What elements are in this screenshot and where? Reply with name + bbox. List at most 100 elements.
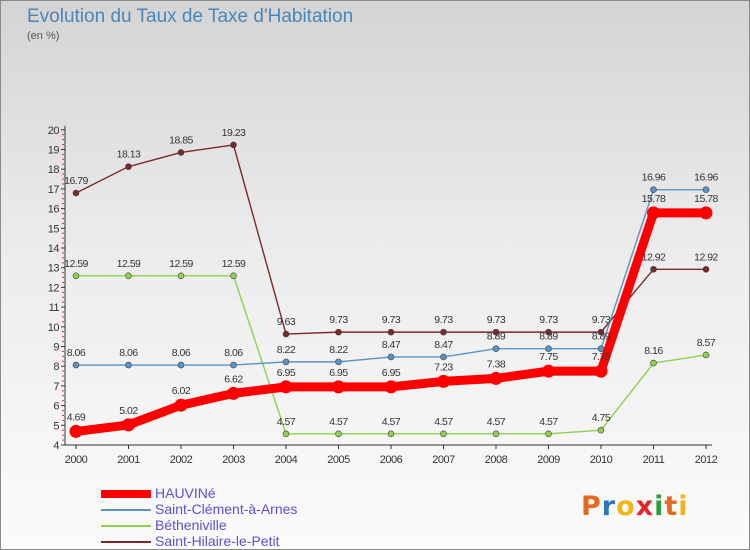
data-point	[230, 361, 237, 369]
data-label: 8.16	[644, 345, 663, 357]
data-point	[125, 163, 132, 170]
data-label: 9.63	[277, 316, 296, 328]
y-tick-label: 19	[48, 145, 60, 157]
data-label: 7.75	[539, 351, 558, 363]
x-tick-label: 2006	[380, 454, 403, 466]
legend-item-saint-clement: Saint-Clément-à-Arnes	[101, 501, 361, 517]
data-point	[282, 358, 290, 366]
data-label: 8.47	[434, 339, 453, 351]
data-point	[545, 345, 552, 352]
data-point	[702, 265, 710, 273]
legend-label: HAUVINé	[155, 485, 216, 501]
data-point	[387, 328, 395, 336]
logo-letter: o	[616, 491, 636, 522]
x-tick-label: 2009	[537, 454, 560, 466]
data-point	[387, 430, 395, 438]
data-label: 12.92	[642, 251, 666, 263]
y-tick-label: 17	[48, 184, 60, 196]
data-point	[230, 141, 237, 149]
y-tick-label: 15	[48, 223, 60, 235]
data-label: 15.78	[642, 193, 666, 205]
data-label: 16.79	[64, 175, 88, 187]
data-point	[440, 328, 447, 336]
data-point	[699, 206, 713, 220]
data-point	[335, 430, 342, 438]
data-point	[440, 353, 447, 361]
data-label: 12.92	[694, 251, 718, 263]
legend-item-hauvine: HAUVINé	[101, 485, 361, 501]
chart-title: Evolution du Taux de Taxe d'Habitation	[27, 6, 354, 27]
data-point	[384, 380, 398, 394]
x-tick-label: 2000	[65, 454, 88, 466]
proxiti-logo: Proxiti	[581, 491, 689, 522]
data-point	[387, 353, 395, 361]
x-tick-label: 2002	[170, 454, 193, 466]
y-tick-label: 12	[48, 282, 60, 294]
x-tick-label: 2003	[222, 454, 245, 466]
data-label: 7.23	[434, 361, 453, 373]
data-label: 4.57	[329, 416, 348, 428]
y-tick-label: 18	[48, 164, 60, 176]
data-point	[69, 424, 83, 438]
x-tick-label: 2007	[432, 454, 455, 466]
x-tick-label: 2004	[275, 454, 298, 466]
series-line	[75, 144, 707, 335]
data-label: 9.73	[329, 314, 348, 326]
y-tick-label: 9	[53, 342, 59, 354]
legend-swatch	[101, 490, 151, 498]
data-label: 8.57	[697, 337, 716, 349]
data-point	[72, 361, 80, 369]
data-label: 12.59	[222, 258, 246, 270]
x-tick-label: 2012	[695, 454, 718, 466]
legend-swatch	[101, 541, 151, 543]
data-label: 9.73	[382, 314, 401, 326]
data-point	[437, 374, 450, 388]
data-label: 16.96	[642, 172, 666, 184]
data-label: 8.22	[329, 344, 348, 356]
data-label: 8.22	[277, 344, 296, 356]
data-label: 4.69	[67, 411, 86, 423]
data-point	[177, 149, 185, 156]
y-tick-label: 16	[48, 204, 60, 216]
data-point	[492, 345, 500, 352]
data-label: 18.85	[169, 134, 193, 146]
data-point	[702, 351, 710, 359]
y-tick-label: 4	[53, 440, 59, 452]
data-point	[650, 265, 657, 273]
data-point	[492, 328, 500, 336]
data-label: 7.75	[592, 351, 611, 363]
data-label: 4.57	[382, 416, 401, 428]
data-label: 8.06	[119, 347, 138, 359]
data-label: 8.06	[67, 347, 86, 359]
data-label: 15.78	[694, 193, 718, 205]
data-point	[650, 186, 657, 193]
data-label: 9.73	[539, 314, 558, 326]
data-label: 12.59	[117, 258, 141, 270]
y-tick-label: 20	[48, 125, 60, 137]
data-label: 9.73	[592, 314, 611, 326]
logo-letter: P	[581, 491, 602, 522]
data-point	[122, 418, 135, 432]
data-point	[545, 328, 552, 336]
data-point	[279, 380, 293, 394]
data-point	[227, 386, 240, 400]
y-tick-label: 6	[53, 401, 59, 413]
x-tick-label: 2005	[327, 454, 350, 466]
logo-letter: x	[635, 491, 655, 522]
data-point	[282, 430, 290, 438]
data-point	[335, 328, 342, 336]
data-label: 6.95	[382, 367, 401, 379]
legend-label: Saint-Hilaire-le-Petit	[155, 533, 280, 549]
logo-letter: t	[664, 491, 679, 522]
data-point	[230, 272, 237, 280]
x-tick-label: 2008	[485, 454, 508, 466]
data-point	[702, 186, 710, 193]
data-point	[177, 361, 185, 369]
data-label: 12.59	[169, 258, 193, 270]
data-label: 9.73	[434, 314, 453, 326]
data-label: 6.02	[172, 385, 191, 397]
data-point	[650, 359, 657, 367]
data-label: 12.59	[64, 258, 88, 270]
y-tick-label: 13	[48, 263, 60, 275]
